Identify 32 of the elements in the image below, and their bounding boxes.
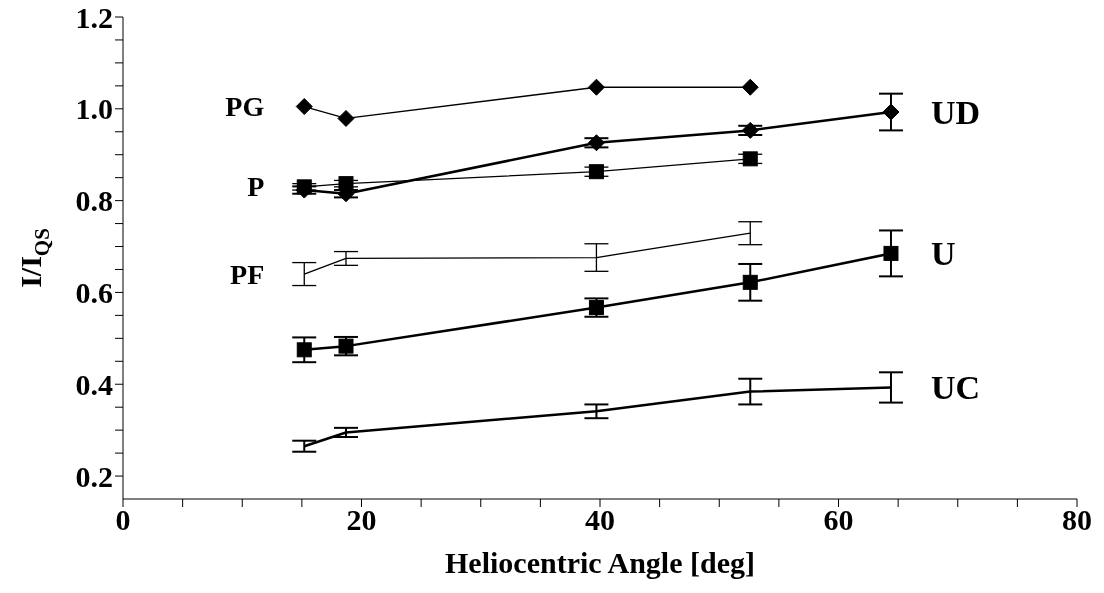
point bbox=[742, 274, 758, 290]
point bbox=[296, 342, 312, 358]
point bbox=[741, 121, 759, 139]
series-label: P bbox=[247, 171, 265, 203]
y-tick-label: 0.6 bbox=[75, 276, 113, 310]
point bbox=[882, 103, 900, 121]
x-tick-label: 40 bbox=[585, 503, 615, 537]
y-tick-label: 1.2 bbox=[75, 0, 113, 34]
series-label: PF bbox=[230, 258, 265, 290]
point bbox=[295, 98, 313, 116]
x-axis-title: Heliocentric Angle [deg] bbox=[445, 546, 755, 579]
point bbox=[338, 338, 354, 354]
x-tick-label: 80 bbox=[1062, 503, 1092, 537]
point bbox=[587, 78, 605, 96]
y-tick-label: 0.8 bbox=[75, 184, 113, 218]
point bbox=[742, 151, 758, 167]
point bbox=[883, 245, 899, 261]
x-tick-label: 60 bbox=[823, 503, 854, 537]
x-tick-label: 0 bbox=[115, 503, 131, 537]
series-label: UC bbox=[930, 368, 981, 406]
point bbox=[588, 300, 604, 316]
y-tick-label: 0.4 bbox=[75, 367, 113, 401]
y-tick-label: 1.0 bbox=[75, 92, 113, 126]
y-tick-label: 0.2 bbox=[75, 459, 113, 493]
series-label: U bbox=[930, 234, 956, 272]
point bbox=[741, 78, 759, 96]
series-label: PG bbox=[225, 91, 265, 123]
point bbox=[587, 134, 605, 152]
x-tick-label: 20 bbox=[346, 503, 377, 537]
series-label: UD bbox=[930, 93, 981, 131]
point bbox=[588, 164, 604, 180]
point bbox=[337, 109, 355, 127]
